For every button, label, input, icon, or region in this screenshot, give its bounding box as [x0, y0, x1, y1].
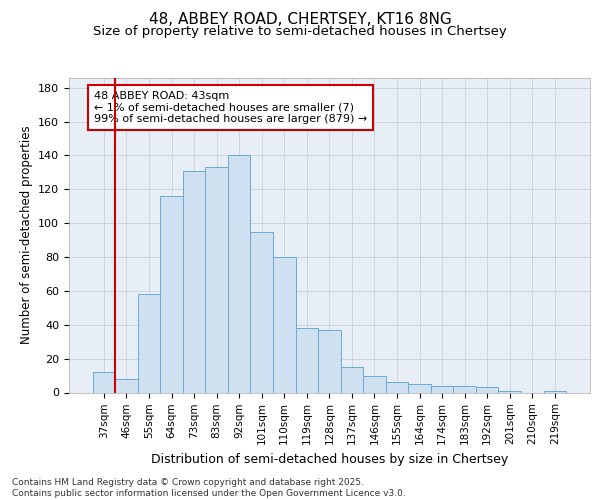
- Bar: [476, 388, 499, 392]
- Bar: [318, 330, 341, 392]
- Bar: [250, 232, 273, 392]
- Bar: [92, 372, 115, 392]
- Bar: [205, 168, 228, 392]
- Bar: [273, 257, 296, 392]
- Bar: [341, 367, 363, 392]
- Bar: [115, 379, 138, 392]
- Bar: [431, 386, 454, 392]
- Text: 48, ABBEY ROAD, CHERTSEY, KT16 8NG: 48, ABBEY ROAD, CHERTSEY, KT16 8NG: [149, 12, 451, 28]
- Bar: [363, 376, 386, 392]
- Bar: [499, 391, 521, 392]
- Bar: [228, 156, 250, 392]
- Bar: [409, 384, 431, 392]
- Bar: [296, 328, 318, 392]
- Text: Size of property relative to semi-detached houses in Chertsey: Size of property relative to semi-detach…: [93, 25, 507, 38]
- Bar: [183, 170, 205, 392]
- Text: Contains HM Land Registry data © Crown copyright and database right 2025.
Contai: Contains HM Land Registry data © Crown c…: [12, 478, 406, 498]
- X-axis label: Distribution of semi-detached houses by size in Chertsey: Distribution of semi-detached houses by …: [151, 452, 508, 466]
- Y-axis label: Number of semi-detached properties: Number of semi-detached properties: [20, 126, 32, 344]
- Text: 48 ABBEY ROAD: 43sqm
← 1% of semi-detached houses are smaller (7)
99% of semi-de: 48 ABBEY ROAD: 43sqm ← 1% of semi-detach…: [94, 91, 367, 124]
- Bar: [454, 386, 476, 392]
- Bar: [138, 294, 160, 392]
- Bar: [544, 391, 566, 392]
- Bar: [160, 196, 183, 392]
- Bar: [386, 382, 409, 392]
